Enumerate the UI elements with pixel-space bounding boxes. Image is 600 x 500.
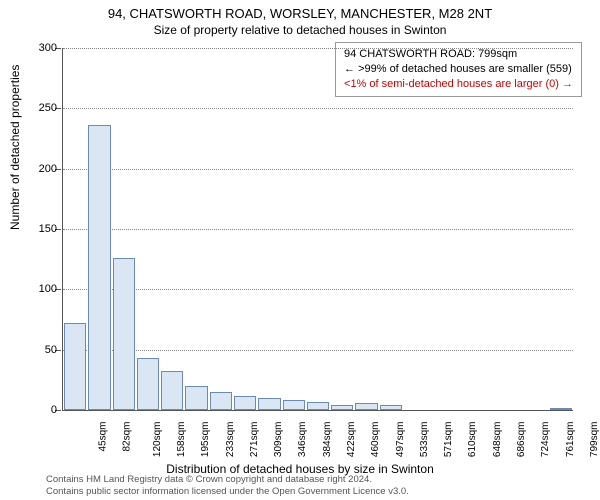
plot-area: 05010015020025030045sqm82sqm120sqm158sqm…	[62, 48, 573, 411]
x-tick-label: 460sqm	[370, 422, 381, 458]
histogram-bar	[161, 371, 183, 410]
histogram-bar	[88, 125, 110, 410]
grid-line	[63, 48, 573, 49]
y-tick-label: 0	[17, 404, 57, 416]
y-tick-label: 100	[17, 283, 57, 295]
histogram-bar	[258, 398, 280, 410]
grid-line	[63, 350, 573, 351]
x-tick-label: 309sqm	[273, 422, 284, 458]
x-tick-label: 571sqm	[443, 422, 454, 458]
histogram-bar	[185, 386, 207, 410]
x-tick-label: 533sqm	[419, 422, 430, 458]
grid-line	[63, 229, 573, 230]
y-tick-label: 200	[17, 163, 57, 175]
histogram-bar	[64, 323, 86, 410]
grid-line	[63, 108, 573, 109]
histogram-bar	[355, 403, 377, 410]
y-tick-label: 50	[17, 344, 57, 356]
chart-subtitle: Size of property relative to detached ho…	[0, 21, 600, 37]
grid-line	[63, 289, 573, 290]
footer-line-2: Contains public sector information licen…	[46, 486, 409, 497]
histogram-bar	[210, 392, 232, 410]
y-tick-label: 150	[17, 223, 57, 235]
footer: Contains HM Land Registry data © Crown c…	[46, 474, 409, 497]
x-tick-label: 724sqm	[540, 422, 551, 458]
histogram-bar	[234, 396, 256, 410]
histogram-bar	[113, 258, 135, 410]
x-tick-label: 158sqm	[176, 422, 187, 458]
x-tick-label: 120sqm	[152, 422, 163, 458]
histogram-bar	[307, 402, 329, 410]
x-tick-label: 233sqm	[225, 422, 236, 458]
x-tick-label: 610sqm	[468, 422, 479, 458]
chart-title: 94, CHATSWORTH ROAD, WORSLEY, MANCHESTER…	[0, 0, 600, 21]
x-tick-label: 686sqm	[516, 422, 527, 458]
histogram-bar	[380, 405, 402, 410]
x-tick-label: 497sqm	[395, 422, 406, 458]
x-tick-label: 45sqm	[98, 422, 109, 452]
x-tick-label: 422sqm	[346, 422, 357, 458]
y-axis-title: Number of detached properties	[8, 65, 22, 230]
x-tick-label: 761sqm	[565, 422, 576, 458]
histogram-bar	[550, 408, 572, 410]
x-tick-label: 799sqm	[589, 422, 600, 458]
grid-line	[63, 169, 573, 170]
y-tick-label: 300	[17, 42, 57, 54]
x-tick-label: 384sqm	[322, 422, 333, 458]
x-tick-label: 346sqm	[298, 422, 309, 458]
histogram-bar	[137, 358, 159, 410]
y-tick-label: 250	[17, 102, 57, 114]
chart-container: 94, CHATSWORTH ROAD, WORSLEY, MANCHESTER…	[0, 0, 600, 500]
footer-line-1: Contains HM Land Registry data © Crown c…	[46, 474, 409, 485]
x-tick-label: 82sqm	[122, 422, 133, 452]
x-tick-label: 271sqm	[249, 422, 260, 458]
histogram-bar	[331, 405, 353, 410]
x-tick-label: 648sqm	[492, 422, 503, 458]
histogram-bar	[283, 400, 305, 410]
x-tick-label: 195sqm	[200, 422, 211, 458]
